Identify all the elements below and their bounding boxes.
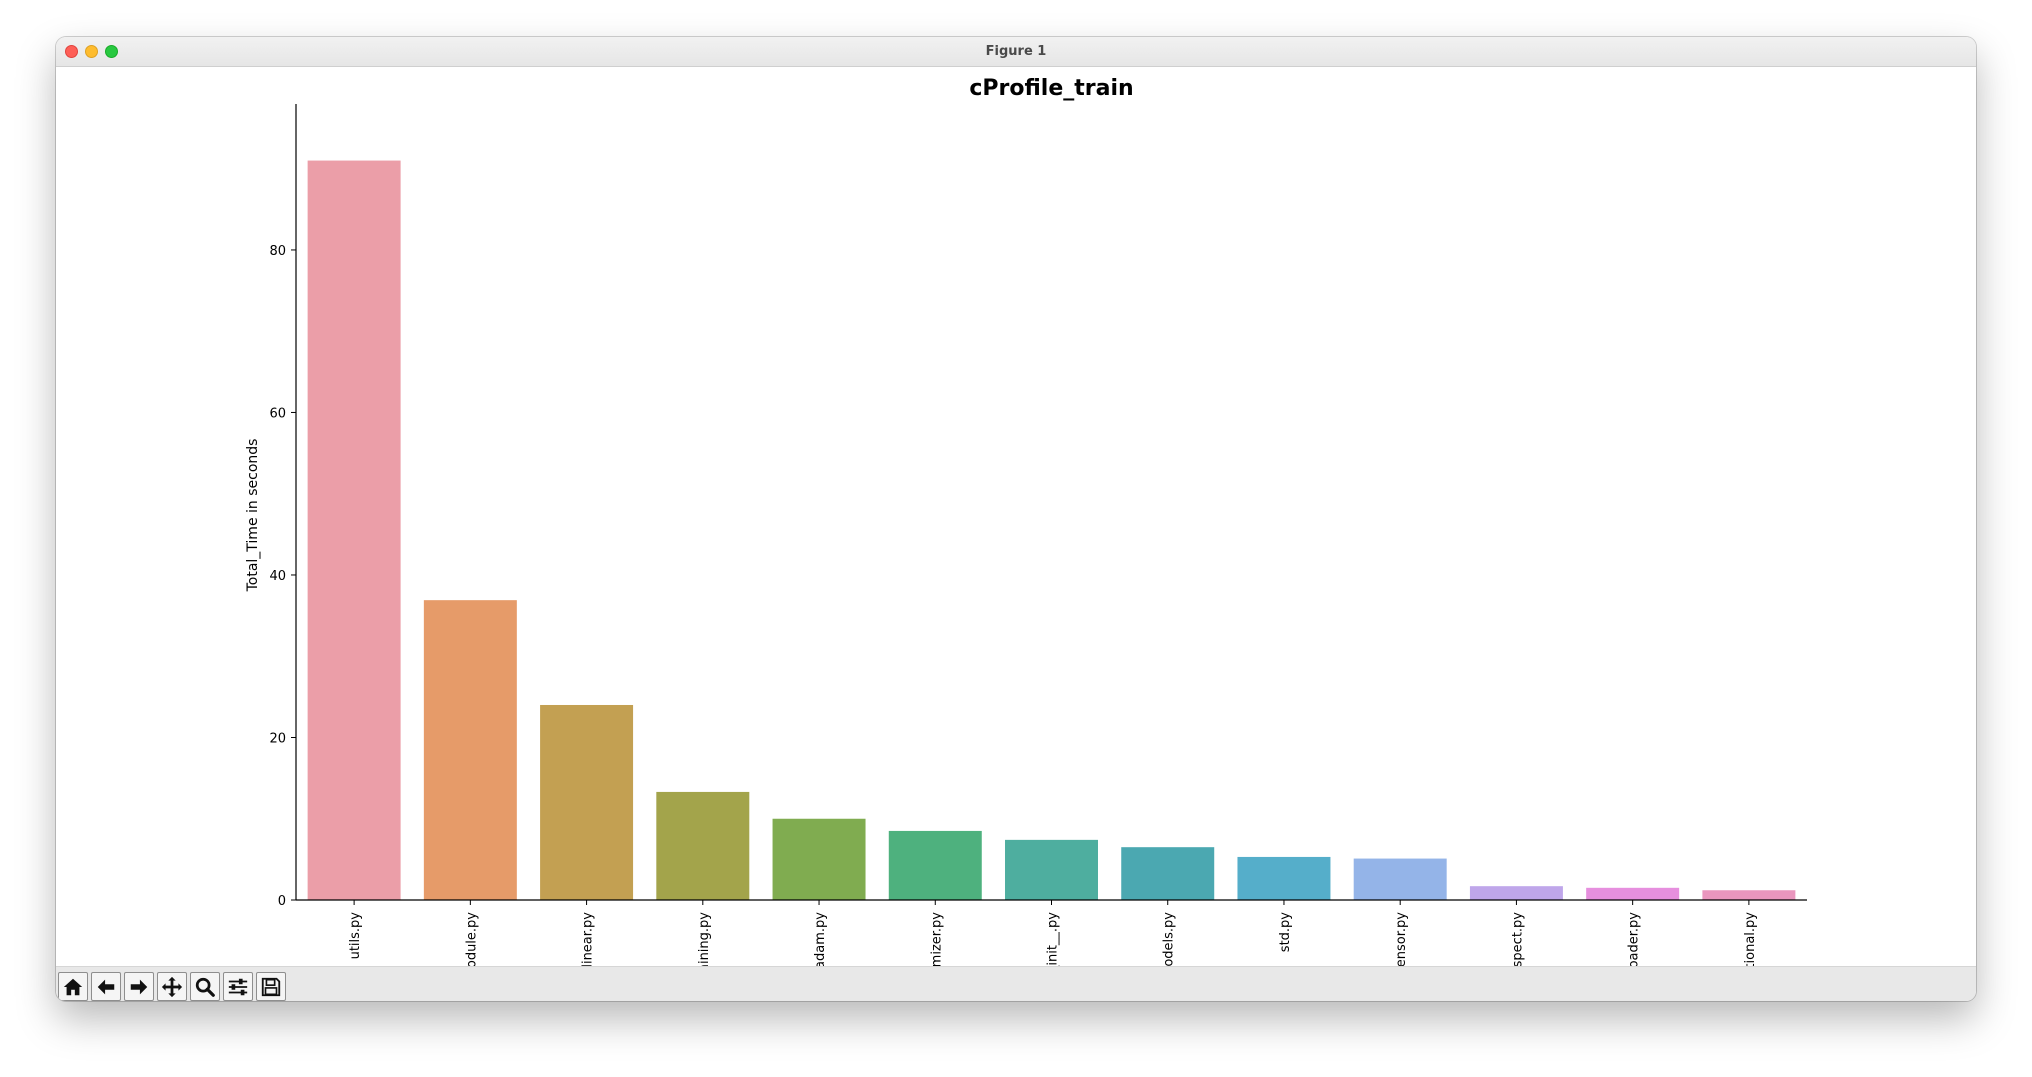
x-tick-label: utils.py [348, 912, 363, 960]
bar-functional.py [1702, 890, 1796, 900]
x-tick-label: _tensor.py [1394, 912, 1409, 968]
zoom-button[interactable] [190, 972, 220, 1001]
x-tick-label: training.py [697, 912, 712, 968]
y-tick-label: 80 [269, 244, 286, 259]
x-tick-label: inspect.py [1510, 912, 1525, 968]
home-icon [63, 978, 83, 995]
bar-__init__.py [1005, 839, 1098, 900]
bar-training.py [656, 791, 750, 900]
bar-dataloader.py [1586, 887, 1680, 900]
x-tick-label: linear.py [581, 912, 596, 968]
pan-button[interactable] [157, 972, 187, 1001]
bar-optimizer.py [888, 830, 982, 900]
arrow-right-icon [130, 979, 148, 994]
y-axis-label: Total_Time in seconds [245, 439, 261, 593]
x-tick-label: module.py [464, 912, 479, 968]
y-tick-label: 40 [269, 569, 286, 584]
window-title: Figure 1 [985, 44, 1047, 59]
bar-models.py [1121, 847, 1215, 900]
arrow-left-icon [97, 979, 115, 994]
bar-_tensor.py [1353, 858, 1447, 900]
minimize-window-button[interactable] [85, 45, 98, 58]
floppy-disk-icon [261, 977, 281, 996]
bar-utils.py [307, 160, 401, 901]
sliders-icon [228, 978, 248, 995]
x-tick-label: adam.py [813, 912, 828, 968]
chart-title: cProfile_train [969, 76, 1133, 101]
x-tick-label: models.py [1162, 912, 1177, 968]
forward-button[interactable] [124, 972, 154, 1001]
navigation-toolbar [56, 966, 1976, 1001]
bar-module.py [423, 600, 517, 900]
x-tick-label: optimizer.py [929, 912, 944, 968]
x-tick-label: std.py [1278, 912, 1293, 953]
back-button[interactable] [91, 972, 121, 1001]
bar-inspect.py [1469, 886, 1563, 900]
close-window-button[interactable] [65, 45, 78, 58]
bar-adam.py [772, 818, 866, 900]
figure-window: Figure 1 cProfile_train utils.py module.py… [56, 37, 1976, 1001]
chart-canvas[interactable]: cProfile_train utils.py module.py linear.py… [56, 67, 1976, 968]
bar-linear.py [540, 704, 634, 900]
y-tick-label: 60 [269, 406, 286, 421]
save-button[interactable] [256, 972, 286, 1001]
move-icon [161, 976, 183, 997]
x-tick-label: functional.py [1743, 912, 1758, 968]
home-button[interactable] [58, 972, 88, 1001]
magnifier-icon [195, 977, 215, 997]
zoom-window-button[interactable] [105, 45, 118, 58]
y-tick-label: 20 [269, 731, 286, 746]
x-tick-label: __init__.py [1046, 912, 1061, 968]
y-tick-label: 0 [278, 894, 286, 909]
x-tick-label: dataloader.py [1627, 912, 1642, 968]
title-bar[interactable]: Figure 1 [56, 37, 1976, 67]
bar-std.py [1237, 856, 1331, 900]
configure-subplots-button[interactable] [223, 972, 253, 1001]
